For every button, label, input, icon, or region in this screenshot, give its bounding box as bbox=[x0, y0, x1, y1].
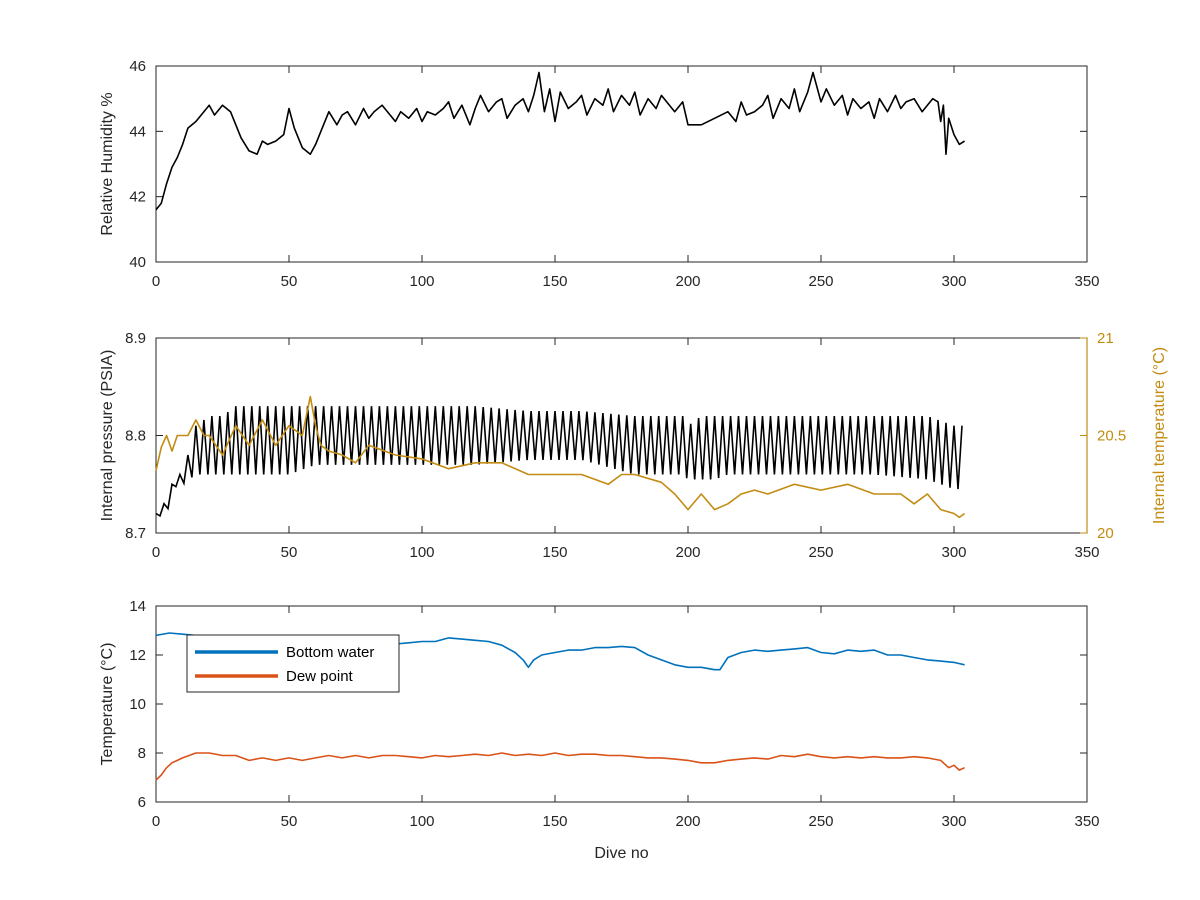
x-tick-label: 250 bbox=[808, 813, 833, 830]
x-tick-label: 350 bbox=[1074, 544, 1099, 561]
x-tick-label: 250 bbox=[808, 273, 833, 290]
x-tick-label: 50 bbox=[281, 544, 298, 561]
x-tick-label: 200 bbox=[675, 273, 700, 290]
x-tick-label: 50 bbox=[281, 273, 298, 290]
y-tick-label: 42 bbox=[129, 189, 146, 206]
right-y-tick-label: 20 bbox=[1097, 525, 1114, 542]
y-tick-label: 8 bbox=[138, 745, 146, 762]
y-tick-label: 6 bbox=[138, 794, 146, 811]
legend-label: Bottom water bbox=[286, 644, 374, 661]
y-tick-label: 8.7 bbox=[125, 525, 146, 542]
right-y-tick-label: 21 bbox=[1097, 330, 1114, 347]
panel-1: 0 50 100 150 200 250 300 350 40 42 44 46 Relative Hu… bbox=[99, 58, 1100, 290]
x-tick-label: 200 bbox=[675, 813, 700, 830]
y-axis-label: Internal pressure (PSIA) bbox=[99, 350, 116, 522]
legend: Bottom water Dew point bbox=[186, 634, 400, 693]
internal-temperature-line bbox=[155, 395, 966, 519]
x-tick-label: 300 bbox=[941, 544, 966, 561]
x-tick-label: 100 bbox=[409, 544, 434, 561]
y-axis-label: Relative Humidity % bbox=[99, 92, 116, 235]
y-tick-label: 14 bbox=[129, 598, 146, 615]
y-tick-label: 46 bbox=[129, 58, 146, 75]
dew-point-line bbox=[155, 752, 965, 781]
x-tick-label: 350 bbox=[1074, 813, 1099, 830]
y-tick-label: 10 bbox=[129, 696, 146, 713]
x-tick-label: 0 bbox=[152, 544, 160, 561]
x-tick-label: 150 bbox=[542, 544, 567, 561]
right-y-axis-label: Internal temperature (°C) bbox=[1151, 347, 1168, 524]
x-axis-label: Dive no bbox=[594, 845, 648, 862]
x-tick-label: 50 bbox=[281, 813, 298, 830]
x-tick-label: 100 bbox=[409, 273, 434, 290]
x-tick-label: 350 bbox=[1074, 273, 1099, 290]
y-tick-label: 44 bbox=[129, 123, 146, 140]
x-tick-label: 0 bbox=[152, 813, 160, 830]
y-tick-label: 40 bbox=[129, 254, 146, 271]
legend-box bbox=[186, 634, 400, 693]
x-tick-label: 150 bbox=[542, 813, 567, 830]
plot-frame bbox=[155, 65, 1088, 263]
pressure-line bbox=[155, 406, 963, 518]
panel-3: 0 50 100 150 200 250 300 350 6 8 10 12 14 Temperature… bbox=[99, 598, 1100, 862]
x-tick-label: 300 bbox=[941, 813, 966, 830]
y-tick-label: 8.8 bbox=[125, 428, 146, 445]
y-tick-label: 12 bbox=[129, 647, 146, 664]
y-tick-label: 8.9 bbox=[125, 330, 146, 347]
x-tick-label: 300 bbox=[941, 273, 966, 290]
y-axis-label: Temperature (°C) bbox=[99, 643, 116, 766]
x-tick-label: 0 bbox=[152, 273, 160, 290]
x-tick-label: 150 bbox=[542, 273, 567, 290]
x-tick-label: 250 bbox=[808, 544, 833, 561]
humidity-line bbox=[155, 71, 966, 211]
legend-label: Dew point bbox=[286, 668, 354, 685]
right-y-tick-label: 20.5 bbox=[1097, 428, 1126, 445]
x-tick-label: 100 bbox=[409, 813, 434, 830]
x-tick-label: 200 bbox=[675, 544, 700, 561]
panel-2: 0 50 100 150 200 250 300 350 8.7 8.8 8.9 Internal p… bbox=[99, 330, 1168, 561]
